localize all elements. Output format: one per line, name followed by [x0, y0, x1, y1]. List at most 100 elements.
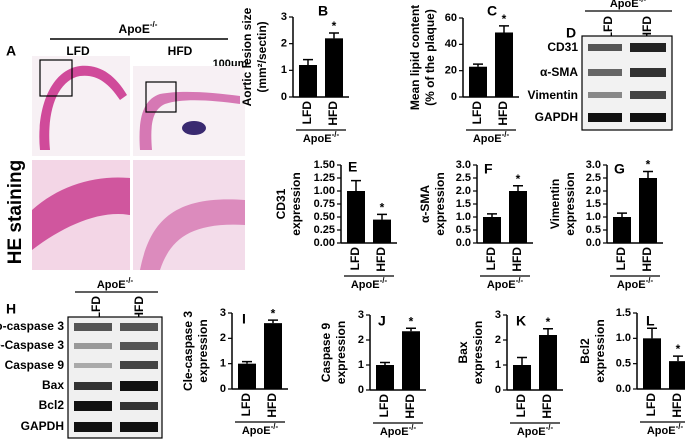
y-tick-label: 1.5: [456, 198, 471, 210]
y-axis-label: (mm²/sectin): [255, 21, 269, 92]
group-sup: -/-: [271, 422, 279, 431]
x-tick-label: LFD: [377, 394, 391, 418]
y-tick-label: 0.00: [314, 237, 335, 249]
panel-letter: H: [6, 301, 16, 317]
x-tick-label: LFD: [239, 393, 253, 417]
x-tick-label: LFD: [470, 101, 484, 125]
significance-label: *: [502, 12, 507, 26]
y-tick-label: 0: [451, 91, 457, 103]
bar-chart: B 0 1 2 3 Aortic lesion size (mm²/sectin) LFD HF…: [240, 3, 349, 145]
zoom-box: [145, 81, 177, 113]
y-tick-label: 2: [281, 38, 287, 50]
error-bar: [513, 185, 523, 191]
band-label: α-SMA: [540, 65, 578, 79]
x-tick-label: LFD: [644, 393, 658, 417]
y-tick-label: 3: [220, 307, 226, 319]
blot-band: [74, 422, 112, 432]
y-tick-label: 0: [495, 384, 501, 396]
y-tick-label: 1.5: [586, 198, 601, 210]
blot-band: [588, 113, 622, 122]
error-bar: [673, 355, 683, 362]
y-tick-label: 0: [281, 91, 287, 103]
bar: [643, 338, 661, 389]
y-tick-label: 3: [281, 11, 287, 23]
panel-letter: B: [318, 3, 328, 19]
bar: [238, 363, 256, 389]
group-sup: -/-: [646, 276, 654, 285]
y-tick-label: 2: [220, 332, 226, 344]
x-tick-label: LFD: [300, 101, 314, 125]
group-label: ApoE-/-: [647, 422, 684, 437]
blot-band: [120, 323, 158, 331]
group-label: ApoE-/-: [517, 423, 554, 438]
blot-band: [630, 113, 666, 122]
band-label: Caspase 9: [5, 358, 65, 372]
significance-label: *: [546, 315, 551, 329]
group-label: ApoE-/-: [473, 130, 510, 145]
panel-letter: I: [242, 311, 246, 327]
bar-chart: K 0 1 2 3 Bax expression LFD HFD * ApoE-/-: [456, 309, 563, 438]
histology-tissue: [182, 121, 206, 135]
group-label: ApoE-/-: [119, 20, 158, 36]
significance-label: *: [676, 342, 681, 356]
group-sup: -/-: [332, 130, 340, 139]
y-tick-label: 1.50: [314, 159, 335, 171]
group-label: ApoE-/-: [97, 276, 134, 291]
x-tick-label: HFD: [265, 393, 279, 418]
y-tick-label: 3: [358, 309, 364, 321]
error-bar: [380, 361, 390, 365]
group-label: ApoE-/-: [242, 422, 279, 437]
bar: [613, 217, 631, 243]
panel-letter: E: [348, 159, 357, 175]
blot-band: [588, 69, 622, 76]
x-tick-label: HFD: [374, 247, 388, 272]
group-text: ApoE: [242, 425, 271, 437]
lane-label: LFD: [601, 16, 615, 40]
y-tick-label: 0: [358, 384, 364, 396]
y-axis-label: Bax: [456, 341, 470, 363]
blot-band: [630, 68, 666, 77]
group-text: ApoE: [97, 279, 126, 291]
bar: [513, 365, 531, 390]
y-tick-label: 60: [445, 12, 457, 24]
histology-tissue: [32, 177, 130, 250]
blot-band: [120, 381, 158, 391]
x-tick-label: HFD: [670, 393, 684, 418]
panel-letter: G: [614, 161, 625, 177]
group-sup: -/-: [639, 0, 647, 4]
blot-band: [74, 382, 112, 390]
y-tick-label: 2.0: [456, 185, 471, 197]
panel-h: H ApoE-/- LFD HFD Pro-caspase 3 Cle-Casp…: [0, 276, 163, 439]
y-tick-label: 20: [445, 65, 457, 77]
error-bar: [499, 25, 509, 33]
y-tick-label: 1.5: [616, 307, 631, 319]
bar: [509, 191, 527, 243]
group-label: ApoE-/-: [487, 276, 524, 291]
y-axis-label: expression: [289, 172, 303, 235]
y-axis-label: expression: [471, 321, 485, 384]
blot-band: [120, 361, 158, 369]
bar: [495, 32, 513, 97]
y-axis-label: expression: [563, 172, 577, 235]
x-tick-label: HFD: [510, 247, 524, 272]
y-tick-label: 2: [358, 334, 364, 346]
error-bar: [517, 356, 527, 365]
y-tick-label: 0.0: [456, 237, 471, 249]
panel-letter: F: [484, 161, 493, 177]
y-tick-label: 0.5: [456, 224, 471, 236]
histology-tissue: [139, 91, 240, 150]
y-tick-label: 0.50: [314, 211, 335, 223]
error-bar: [473, 63, 483, 67]
band-label: Bcl2: [39, 398, 65, 412]
blot-band: [74, 401, 112, 411]
y-axis-label: Mean lipid content: [408, 5, 422, 110]
y-tick-label: 0.25: [314, 224, 335, 236]
blot-band: [630, 43, 666, 52]
blot-band: [630, 91, 666, 99]
group-label: ApoE-/-: [617, 276, 654, 291]
significance-label: *: [332, 19, 337, 33]
bar: [325, 38, 343, 97]
group-sup: -/-: [126, 276, 134, 285]
significance-label: *: [409, 314, 414, 328]
